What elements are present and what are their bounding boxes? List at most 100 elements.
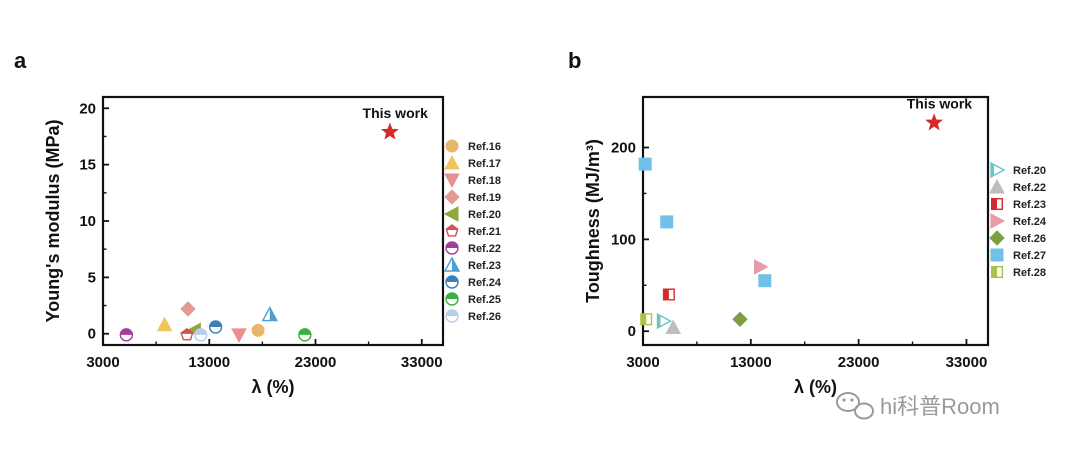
legend-label-a-1: Ref.17	[468, 158, 501, 170]
legend-label-b-2: Ref.23	[1013, 199, 1046, 211]
legend-label-b-1: Ref.22	[1013, 182, 1046, 194]
legend-label-b-6: Ref.28	[1013, 267, 1046, 279]
legend-marker-a-1	[444, 154, 460, 170]
data-point-a-ref-22-0	[119, 328, 134, 342]
x-axis-title-a: λ (%)	[251, 377, 294, 397]
y-tick-label-a-1: 5	[88, 269, 96, 286]
legend-item-b-ref-22: Ref.22	[989, 178, 1046, 194]
data-point-b-ref-23-0	[662, 288, 675, 301]
legend-marker-a-6	[445, 241, 459, 255]
legend-a: Ref.16 Ref.17 Ref.18 Ref.19 Ref.20 Ref.21 Ref.…	[443, 139, 502, 323]
data-point-b-ref-22-0	[665, 319, 682, 334]
legend-label-a-2: Ref.18	[468, 175, 501, 187]
y-tick-label-a-0: 0	[88, 326, 96, 343]
legend-marker-b-3	[990, 213, 1006, 229]
legend-label-a-6: Ref.22	[468, 243, 501, 255]
chart-a: 3000 13000 23000 33000 0 5 10 15 20 λ (%) Young's …	[43, 95, 502, 397]
wechat-bubble-icon	[836, 392, 874, 420]
legend-marker-a-4	[443, 206, 459, 222]
legend-marker-b-4	[989, 230, 1005, 246]
annotation-this-work-b: This work	[907, 96, 973, 112]
chart-b: 3000 13000 23000 33000 0 100 200 λ (%) Toughness…	[583, 96, 1047, 397]
data-point-a-ref-25-0	[298, 328, 312, 342]
legend-item-a-ref-25: Ref.25	[445, 292, 501, 306]
legend-label-b-3: Ref.24	[1013, 216, 1047, 228]
legend-item-b-ref-28: Ref.28	[991, 266, 1046, 279]
legend-item-b-ref-27: Ref.27	[990, 248, 1046, 262]
legend-item-a-ref-18: Ref.18	[444, 173, 501, 189]
legend-marker-b-1	[989, 178, 1005, 194]
data-point-b-ref-24-0	[754, 259, 769, 275]
watermark: hi科普Room	[836, 392, 1000, 420]
watermark-text: hi科普Room	[880, 394, 1000, 419]
legend-marker-b-6	[991, 266, 1004, 279]
legend-item-a-ref-16: Ref.16	[445, 139, 501, 153]
legend-label-a-0: Ref.16	[468, 141, 501, 153]
annotation-this-work-a: This work	[363, 105, 429, 121]
data-point-b-ref-26-0	[732, 311, 748, 328]
data-point-a-ref-18-0	[231, 328, 247, 343]
x-tick-label-b-2: 23000	[838, 354, 880, 371]
panel-label-a: a	[14, 48, 27, 73]
x-tick-label-b-3: 33000	[946, 354, 988, 371]
data-point-a-ref-21-0	[180, 328, 194, 341]
y-tick-label-b-0: 0	[628, 323, 636, 340]
legend-label-b-4: Ref.26	[1013, 233, 1046, 245]
x-axis-title-b: λ (%)	[794, 377, 837, 397]
legend-item-b-ref-20: Ref.20	[990, 161, 1046, 179]
legend-label-a-8: Ref.24	[468, 277, 502, 289]
x-tick-label-a-3: 33000	[401, 354, 443, 371]
plot-frame-b	[641, 95, 990, 347]
legend-label-a-10: Ref.26	[468, 311, 501, 323]
x-tick-label-a-0: 3000	[86, 354, 119, 371]
data-point-b-ref-27-0	[638, 157, 652, 171]
legend-label-b-0: Ref.20	[1013, 165, 1046, 177]
legend-marker-a-0	[445, 139, 459, 153]
legend-item-b-ref-24: Ref.24	[990, 213, 1047, 229]
data-point-a-ref-17-0	[156, 316, 173, 332]
legend-label-a-5: Ref.21	[468, 226, 501, 238]
x-tick-label-a-1: 13000	[188, 354, 230, 371]
legend-item-a-ref-24: Ref.24	[445, 275, 502, 289]
legend-marker-a-8	[445, 275, 459, 289]
y-tick-label-a-3: 15	[79, 157, 96, 174]
data-point-b-ref-27-1	[660, 215, 674, 229]
data-point-a-ref-16-0	[251, 323, 265, 337]
data-point-a-ref-24-0	[208, 320, 223, 334]
data-point-a-this-work-0	[380, 122, 399, 140]
data-point-b-ref-27-2	[758, 274, 772, 288]
legend-label-b-5: Ref.27	[1013, 250, 1046, 262]
y-tick-label-a-2: 10	[79, 213, 96, 230]
legend-marker-b-5	[990, 248, 1004, 262]
legend-label-a-4: Ref.20	[468, 209, 501, 221]
legend-marker-a-7	[443, 256, 461, 272]
legend-label-a-3: Ref.19	[468, 192, 501, 204]
y-tick-label-a-4: 20	[79, 100, 96, 117]
legend-marker-a-5	[445, 224, 459, 237]
x-tick-label-a-2: 23000	[295, 354, 337, 371]
data-point-a-ref-19-0	[180, 301, 196, 317]
data-point-b-this-work-0	[925, 113, 944, 131]
legend-item-a-ref-17: Ref.17	[444, 154, 501, 170]
legend-item-b-ref-23: Ref.23	[991, 197, 1046, 211]
legend-marker-b-2	[991, 197, 1004, 210]
legend-item-a-ref-26: Ref.26	[445, 309, 501, 323]
legend-item-a-ref-19: Ref.19	[444, 189, 501, 205]
legend-label-a-7: Ref.23	[468, 260, 501, 272]
legend-marker-a-9	[445, 292, 459, 306]
legend-marker-a-10	[445, 309, 459, 323]
y-axis-title-b: Toughness (MJ/m³)	[583, 139, 603, 303]
legend-label-a-9: Ref.25	[468, 294, 501, 306]
legend-item-a-ref-21: Ref.21	[445, 224, 501, 238]
y-tick-label-b-2: 200	[611, 140, 636, 157]
legend-item-a-ref-22: Ref.22	[445, 241, 501, 255]
legend-marker-b-0	[990, 161, 1006, 179]
legend-item-a-ref-20: Ref.20	[443, 206, 501, 222]
legend-marker-a-2	[444, 173, 460, 189]
y-axis-title-a: Young's modulus (MPa)	[43, 120, 63, 323]
data-point-b-ref-20-0	[656, 312, 672, 330]
legend-b: Ref.20 Ref.22 Ref.23 Ref.24 Ref.26 Ref.27 Ref.…	[989, 161, 1047, 279]
data-point-b-ref-28-0	[640, 313, 653, 326]
data-point-a-ref-23-0	[261, 306, 278, 322]
